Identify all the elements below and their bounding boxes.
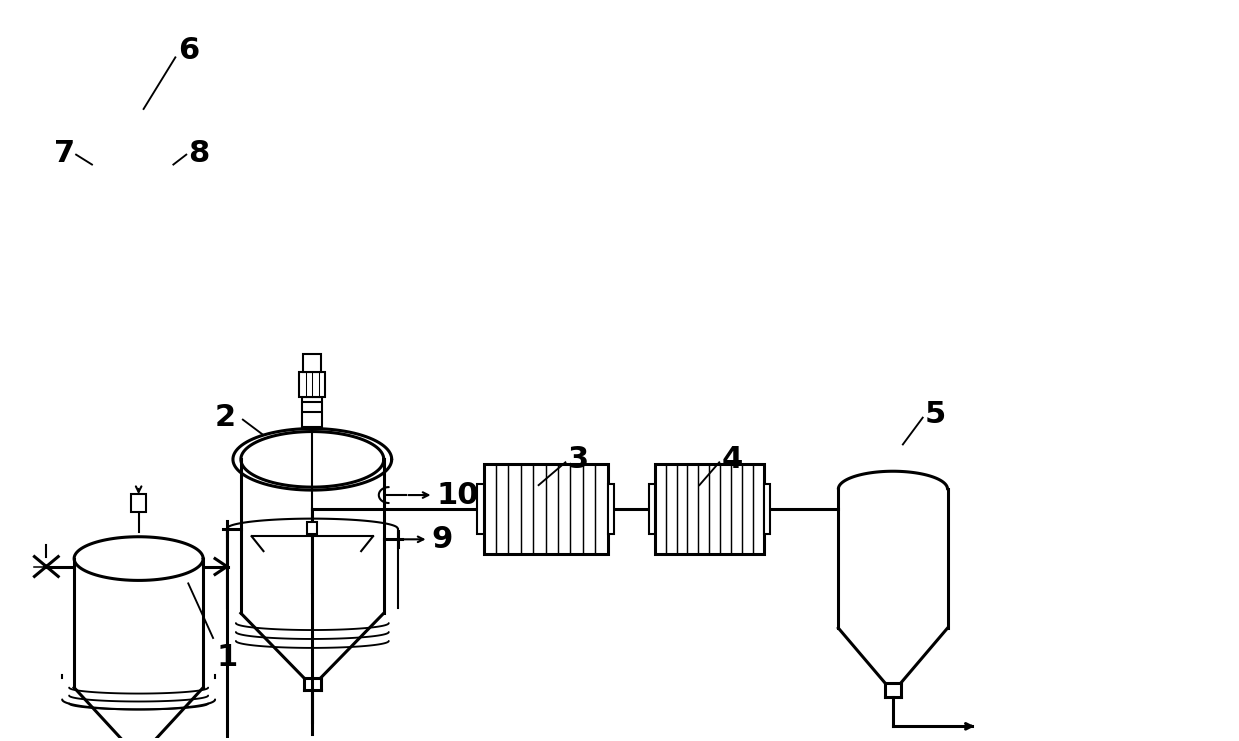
Bar <box>764 485 769 534</box>
Text: 9: 9 <box>431 525 452 554</box>
Text: 8: 8 <box>188 139 209 168</box>
Bar <box>307 522 317 534</box>
Text: 1: 1 <box>216 643 238 672</box>
Text: 2: 2 <box>216 403 237 432</box>
Text: 6: 6 <box>178 36 199 65</box>
Text: 7: 7 <box>55 139 76 168</box>
Bar <box>607 485 615 534</box>
Text: 3: 3 <box>569 445 590 473</box>
Bar <box>131 494 146 512</box>
Bar <box>304 354 321 372</box>
Text: 4: 4 <box>721 445 742 473</box>
Text: 5: 5 <box>924 400 945 429</box>
Text: 10: 10 <box>436 481 479 510</box>
Bar <box>654 465 764 554</box>
Bar <box>483 465 607 554</box>
Bar <box>302 396 322 427</box>
Bar <box>300 372 325 396</box>
Bar <box>477 485 483 534</box>
Bar <box>649 485 654 534</box>
